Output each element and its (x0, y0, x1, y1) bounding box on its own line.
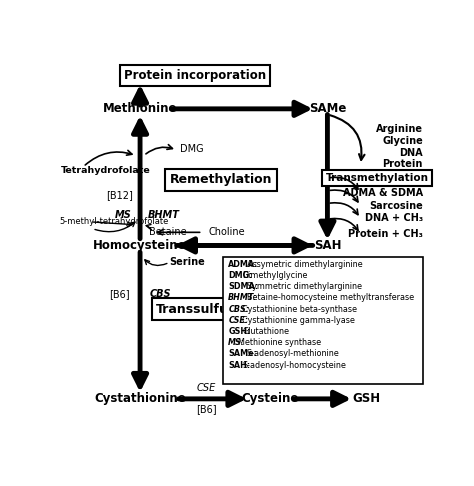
Text: Cysteine: Cysteine (242, 392, 299, 405)
Text: SAMe:: SAMe: (228, 349, 257, 359)
Text: ADMA & SDMA: ADMA & SDMA (343, 188, 423, 198)
Text: BHMT:: BHMT: (228, 294, 257, 302)
Text: Serine: Serine (169, 257, 205, 267)
Text: DNA: DNA (399, 148, 423, 157)
Text: ADMA:: ADMA: (228, 260, 259, 269)
Text: SDMA:: SDMA: (228, 282, 258, 291)
Text: Betaine: Betaine (149, 227, 186, 237)
Text: [B12]: [B12] (107, 190, 133, 200)
Text: Protein: Protein (383, 159, 423, 169)
Text: CSE:: CSE: (228, 316, 248, 325)
Text: Remethylation: Remethylation (170, 174, 272, 187)
Text: Homocysteine: Homocysteine (93, 239, 187, 252)
Text: Protein + CH₃: Protein + CH₃ (348, 229, 423, 239)
Text: Sarcosine: Sarcosine (369, 201, 423, 211)
Text: CBS: CBS (149, 289, 171, 299)
Text: SAMe: SAMe (309, 103, 346, 115)
Text: 5-methyl-tetrahydrofolate: 5-methyl-tetrahydrofolate (59, 217, 169, 226)
Text: MS: MS (115, 210, 132, 221)
Text: Cystathionine gamma-lyase: Cystathionine gamma-lyase (242, 316, 355, 325)
Text: Methionine: Methionine (103, 103, 177, 115)
Text: GSH: GSH (352, 392, 380, 405)
Text: S-adenosyl-methionine: S-adenosyl-methionine (246, 349, 339, 359)
Text: Betaine-homocysteine methyltransferase: Betaine-homocysteine methyltransferase (246, 294, 414, 302)
Text: DMG:: DMG: (228, 271, 253, 280)
Text: Glutathione: Glutathione (242, 327, 289, 336)
Text: SAH: SAH (314, 239, 341, 252)
Text: Tetrahydrofolate: Tetrahydrofolate (61, 166, 151, 175)
Text: Assymetric dimethylarginine: Assymetric dimethylarginine (246, 260, 362, 269)
Text: Arginine: Arginine (376, 124, 423, 135)
Text: DNA + CH₃: DNA + CH₃ (365, 213, 423, 224)
Text: MS:: MS: (228, 338, 245, 347)
FancyBboxPatch shape (223, 257, 423, 384)
Text: Transmethylation: Transmethylation (326, 173, 428, 183)
Text: GSH:: GSH: (228, 327, 251, 336)
Text: CBS:: CBS: (228, 305, 249, 313)
Text: Symmetric dimethylarginine: Symmetric dimethylarginine (246, 282, 362, 291)
Text: [B6]: [B6] (109, 289, 130, 299)
Text: Choline: Choline (208, 227, 245, 237)
Text: Transsulfuration: Transsulfuration (156, 303, 271, 315)
Text: Protein incorporation: Protein incorporation (124, 69, 266, 82)
Text: SAH:: SAH: (228, 361, 250, 370)
Text: Cystathionine beta-synthase: Cystathionine beta-synthase (242, 305, 357, 313)
Text: S-adenosyl-homocysteine: S-adenosyl-homocysteine (242, 361, 346, 370)
Text: DMG: DMG (181, 144, 204, 154)
Text: Cystathionine: Cystathionine (94, 392, 186, 405)
Text: Dimethylglycine: Dimethylglycine (242, 271, 308, 280)
Text: CSE: CSE (197, 383, 216, 393)
Text: [B6]: [B6] (196, 404, 217, 415)
Text: Methionine synthase: Methionine synthase (238, 338, 321, 347)
Text: Glycine: Glycine (382, 137, 423, 146)
Text: BHMT: BHMT (148, 210, 180, 221)
